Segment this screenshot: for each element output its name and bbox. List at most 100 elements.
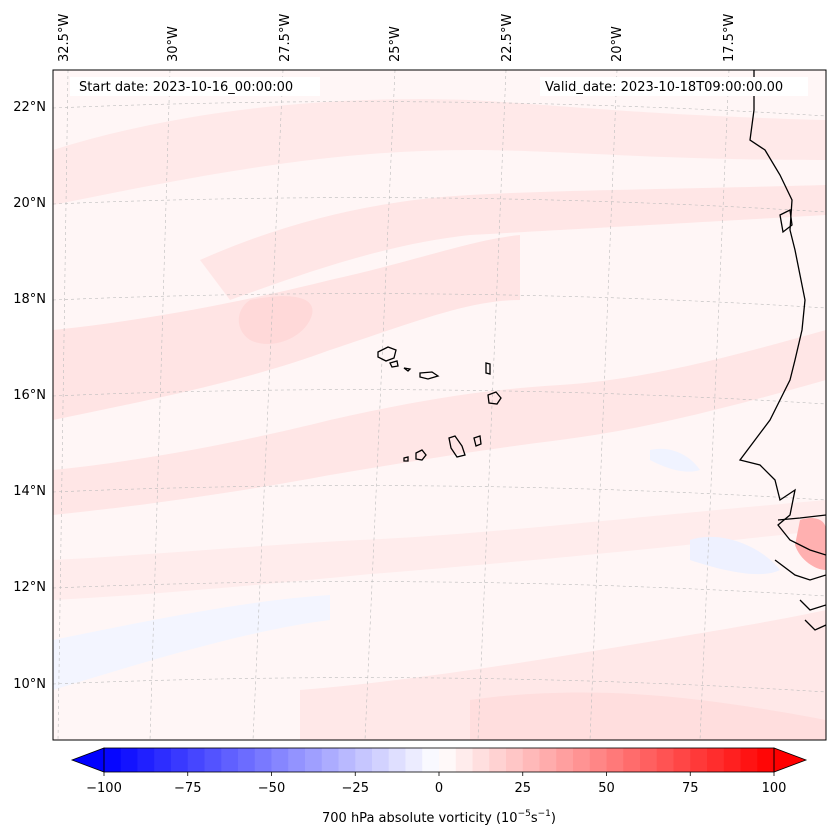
colorbar-extend-min (70, 747, 105, 773)
cape-verde-islands (377, 346, 502, 462)
vorticity-band-negative (650, 448, 700, 472)
colorbar-cell (288, 748, 306, 772)
coastline-gambia (777, 514, 826, 521)
vorticity-band (53, 330, 826, 515)
colorbar-cell (723, 748, 741, 772)
lat-label: 22°N (13, 100, 46, 115)
valid-date-text: Valid_date: 2023-10-18T09:00:00.00 (545, 80, 783, 95)
colorbar-cell (455, 748, 473, 772)
colorbar-cell (589, 748, 607, 772)
colorbar-cell (271, 748, 289, 772)
coastline-guinea (774, 559, 826, 631)
graticule (53, 70, 826, 740)
colorbar-cells (104, 748, 775, 772)
colorbar-tick-label: −50 (258, 781, 285, 796)
vorticity-band (470, 692, 826, 740)
colorbar-cell (556, 748, 574, 772)
colorbar-cell (171, 748, 189, 772)
vorticity-band (200, 185, 826, 300)
colorbar-cell (522, 748, 540, 772)
colorbar-cell (221, 748, 239, 772)
colorbar-cell (673, 748, 691, 772)
coastline-bays (779, 209, 793, 234)
colorbar-cell (422, 748, 440, 772)
start-date-text: Start date: 2023-10-16_00:00:00 (79, 80, 293, 95)
colorbar-tick-label: −75 (174, 781, 201, 796)
longitude-labels: 32.5°W 30°W 27.5°W 25°W 22.5°W 20°W 17.5… (57, 14, 737, 62)
colorbar-tick-label: 50 (598, 781, 615, 796)
colorbar-cell (321, 748, 339, 772)
lon-label: 17.5°W (722, 14, 737, 62)
colorbar-cell (137, 748, 155, 772)
island-fogo (415, 449, 427, 461)
colorbar-tick-label: −25 (342, 781, 369, 796)
lon-label: 27.5°W (278, 14, 293, 62)
vorticity-max (795, 518, 826, 570)
colorbar-cell (355, 748, 373, 772)
colorbar-cell (707, 748, 725, 772)
colorbar-cell (254, 748, 272, 772)
colorbar-cell (740, 748, 758, 772)
start-date-box (70, 77, 320, 96)
colorbar-cell (120, 748, 138, 772)
lat-label: 14°N (13, 484, 46, 499)
colorbar-cell (506, 748, 524, 772)
island-sao-nicolau (419, 371, 440, 380)
island-boa-vista (487, 391, 502, 405)
colorbar-cell (757, 748, 775, 772)
colorbar-cell (623, 748, 641, 772)
map-frame (52, 69, 827, 741)
colorbar-cell (338, 748, 356, 772)
vorticity-band (53, 99, 826, 205)
colorbar-tick-label: 25 (514, 781, 531, 796)
vorticity-band (238, 296, 313, 344)
vorticity-band (53, 500, 826, 600)
lon-label: 25°W (388, 26, 403, 62)
colorbar-cell (372, 748, 390, 772)
island-sao-vicente (389, 360, 399, 368)
colorbar: −100 −75 −50 −25 0 25 50 75 100 700 hPa absolute… (70, 747, 808, 826)
colorbar-cell (104, 748, 122, 772)
colorbar-tick-label: −100 (86, 781, 122, 796)
colorbar-cell (489, 748, 507, 772)
lon-label: 22.5°W (500, 14, 515, 62)
colorbar-tick-label: 100 (762, 781, 787, 796)
lat-label: 16°N (13, 388, 46, 403)
colorbar-cell (606, 748, 624, 772)
colorbar-cell (690, 748, 708, 772)
island-sal (485, 362, 491, 375)
lon-label: 30°W (166, 26, 181, 62)
lat-label: 18°N (13, 292, 46, 307)
colorbar-cell (388, 748, 406, 772)
colorbar-cell (472, 748, 490, 772)
colorbar-cell (656, 748, 674, 772)
lat-label: 10°N (13, 677, 46, 692)
colorbar-cell (539, 748, 557, 772)
island-santo-antao (377, 346, 397, 362)
colorbar-cell (573, 748, 591, 772)
colorbar-ticks: −100 −75 −50 −25 0 25 50 75 100 (86, 772, 786, 796)
coastline (738, 70, 826, 631)
vorticity-field (53, 99, 826, 740)
colorbar-cell (439, 748, 457, 772)
island-brava (403, 456, 409, 462)
lon-label: 32.5°W (57, 14, 72, 62)
lat-label: 20°N (13, 196, 46, 211)
vorticity-band-negative (53, 595, 330, 690)
colorbar-label: 700 hPa absolute vorticity (10−5s−1) (322, 809, 556, 826)
lat-label: 12°N (13, 580, 46, 595)
island-maio (473, 435, 482, 447)
island-santa-luzia (403, 367, 412, 372)
valid-date-box (540, 77, 808, 96)
colorbar-extend-max (773, 747, 808, 773)
colorbar-cell (187, 748, 205, 772)
lon-label: 20°W (610, 26, 625, 62)
africa-coastline (738, 70, 826, 556)
colorbar-cell (640, 748, 658, 772)
map-panel: Start date: 2023-10-16_00:00:00 Valid_da… (52, 69, 827, 741)
latitude-labels: 22°N 20°N 18°N 16°N 14°N 12°N 10°N (13, 100, 46, 692)
colorbar-cell (238, 748, 256, 772)
vorticity-band-negative (690, 536, 780, 575)
colorbar-cell (405, 748, 423, 772)
